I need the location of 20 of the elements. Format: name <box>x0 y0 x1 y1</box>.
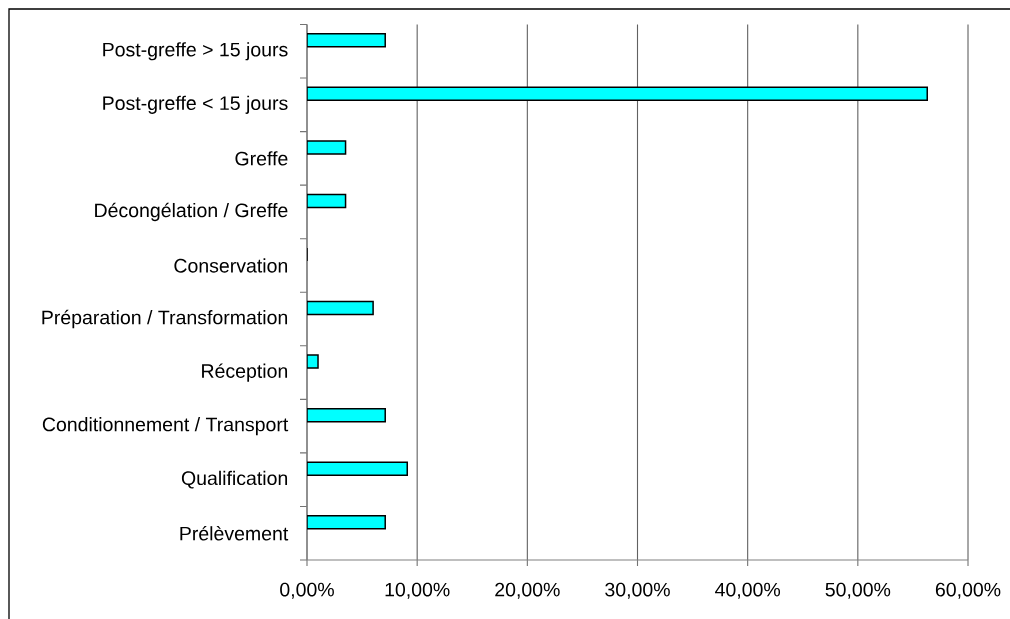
bar <box>307 407 386 423</box>
bar <box>307 514 386 530</box>
x-tick-label: 0,00% <box>280 582 334 599</box>
x-tick-label: 10,00% <box>385 582 450 599</box>
x-tick-label: 30,00% <box>605 582 670 599</box>
y-tick-label: Post-greffe > 15 jours <box>103 42 288 61</box>
y-tick-label: Conditionnement / Transport <box>42 417 289 436</box>
y-tick-label: Préparation / Transformation <box>42 309 288 329</box>
bar <box>307 86 928 102</box>
y-tick-label: Prélèvement <box>180 525 289 541</box>
y-tick-label: Décongélation / Greffe <box>95 202 288 222</box>
y-tick-label: Conservation <box>174 258 288 273</box>
x-tick-label: 40,00% <box>715 582 781 599</box>
x-tick-label: 50,00% <box>825 582 891 599</box>
x-tick-label: 60,00% <box>935 582 1001 599</box>
y-tick-label: Réception <box>202 363 288 382</box>
y-tick-label: Post-greffe < 15 jours <box>103 95 288 114</box>
x-tick-label: 20,00% <box>495 582 560 599</box>
y-tick-label: Greffe <box>235 151 288 166</box>
y-tick-label: Qualification <box>181 470 288 489</box>
